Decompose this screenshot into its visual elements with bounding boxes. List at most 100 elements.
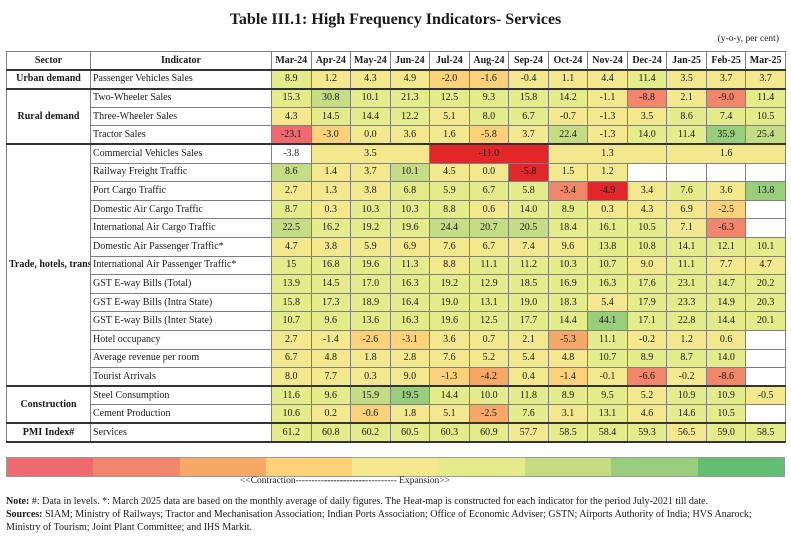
note-label: Note: [6, 496, 30, 507]
value-cell: 11.4 [626, 69, 668, 90]
indicator-cell: Cement Production [90, 404, 272, 424]
value-cell: 5.2 [626, 385, 668, 406]
value-cell: 11.1 [468, 255, 510, 276]
note-line: Note: #: Data in levels. *: March 2025 d… [6, 495, 785, 508]
value-cell [666, 162, 707, 183]
value-cell: 10.3 [547, 255, 589, 276]
value-cell: 8.7 [666, 348, 707, 369]
legend-swatch [438, 458, 525, 476]
value-cell: -6.6 [626, 367, 668, 387]
value-cell: 0.6 [468, 199, 510, 220]
value-cell: 12.2 [389, 106, 431, 127]
indicator-cell: Tractor Sales [90, 125, 272, 145]
sector-cell: Construction [6, 385, 91, 424]
sector-cell: Urban demand [6, 69, 91, 90]
value-cell: 60.3 [429, 422, 470, 443]
value-cell: 60.2 [350, 422, 391, 443]
value-cell: 2.7 [271, 329, 312, 350]
value-cell: 0.3 [587, 199, 628, 220]
value-cell [745, 367, 786, 387]
value-cell: 7.6 [508, 404, 549, 424]
table-row: Three-Wheeler Sales 4.3 14.5 14.4 12.2 5.1 8.0… [7, 106, 786, 127]
value-cell: 3.7 [350, 162, 391, 183]
value-cell: 11.8 [508, 385, 549, 406]
table-row: Tractor Sales -23.1 -3.0 0.0 3.6 1.6 -5.8 3.7 22… [7, 125, 786, 145]
value-cell: 0.3 [310, 199, 352, 220]
value-cell: 9.6 [310, 311, 352, 331]
value-cell: 0.0 [350, 125, 391, 145]
table-row: Hotel occupancy 2.7 -1.4 -2.6 -3.1 3.6 0.7 2.1-… [7, 329, 786, 350]
legend-labels: <<Contraction---------------------- ----… [6, 476, 785, 490]
value-cell: 3.6 [389, 125, 431, 145]
table-row: PMI Index# Services 61.2 60.8 60.2 60.5 60.3 60… [6, 422, 786, 443]
value-cell: 22.5 [271, 218, 312, 238]
value-cell: 10.5 [626, 218, 668, 238]
value-cell: 14.4 [705, 311, 747, 331]
value-cell: 6.7 [508, 106, 549, 127]
value-cell: 12.5 [468, 311, 510, 331]
value-cell: 13.9 [271, 274, 312, 294]
header-month: Apr-24 [310, 51, 352, 71]
indicator-cell: Services [90, 422, 272, 443]
value-cell: -6.3 [705, 218, 747, 238]
table-row: Port Cargo Traffic 2.7 1.3 3.8 6.8 5.9 6.7 5.8-… [7, 181, 786, 201]
value-cell: 20.2 [745, 274, 786, 294]
header-month: Jul-24 [429, 51, 470, 71]
value-cell: 8.0 [468, 106, 510, 127]
value-cell: 4.7 [745, 255, 786, 276]
value-cell: 0.6 [705, 329, 747, 350]
value-cell: 23.3 [666, 292, 707, 313]
value-cell: 17.1 [626, 311, 668, 331]
value-cell: 3.7 [705, 69, 747, 90]
value-cell: 16.4 [389, 292, 431, 313]
indicator-cell: Port Cargo Traffic [90, 181, 272, 201]
value-cell: 16.9 [547, 274, 589, 294]
indicator-cell: Three-Wheeler Sales [90, 106, 272, 127]
value-cell: 35.9 [705, 125, 747, 145]
header-month: May-24 [350, 51, 391, 71]
legend-swatch [611, 458, 698, 476]
table-row: International Air Passenger Traffic* 15 16… [7, 255, 786, 276]
value-cell: 7.4 [508, 236, 549, 257]
value-cell: 7.7 [705, 255, 747, 276]
value-cell: 60.8 [310, 422, 352, 443]
value-cell: 60.9 [468, 422, 510, 443]
legend-swatch [524, 458, 612, 476]
legend-swatch [265, 458, 353, 476]
sector-cell: Trade, hotels, transport, communication [6, 143, 91, 387]
value-cell: 10.7 [587, 255, 628, 276]
table-row: Trade, hotels, transport, communicationC… [6, 143, 786, 387]
value-cell: 18.5 [508, 274, 549, 294]
header-month: Mar-24 [271, 51, 312, 71]
value-cell: -0.4 [508, 69, 549, 90]
value-cell: 8.6 [271, 162, 312, 183]
value-cell: 14.5 [310, 274, 352, 294]
value-cell: 14.7 [705, 274, 747, 294]
value-cell [745, 199, 786, 220]
value-cell: -1.4 [547, 367, 589, 387]
indicator-cell: Steel Consumption [90, 385, 272, 406]
table-row: Cement Production 10.6 0.2 -0.6 1.8 5.1 -2.5 7.… [7, 404, 786, 424]
indicator-cell: Average revenue per room [90, 348, 272, 369]
value-cell: -9.0 [705, 87, 747, 108]
value-cell: 20.3 [745, 292, 786, 313]
header-month: Jun-24 [389, 51, 431, 71]
table-row: Construction Steel Consumption 11.6 9.6 15.9… [6, 385, 786, 424]
value-cell: 8.8 [429, 199, 470, 220]
value-cell: 3.1 [547, 404, 589, 424]
value-cell: 2.7 [271, 181, 312, 201]
value-cell: -2.6 [350, 329, 391, 350]
value-cell: 4.3 [271, 106, 312, 127]
value-cell [745, 348, 786, 369]
value-cell: 1.6 [429, 125, 470, 145]
value-cell: 1.2 [666, 329, 707, 350]
sector-cell: PMI Index# [6, 422, 91, 443]
value-cell: 1.8 [389, 404, 431, 424]
value-cell [626, 162, 668, 183]
value-cell: 7.6 [429, 348, 470, 369]
indicator-cell: Domestic Air Passenger Traffic* [90, 236, 272, 257]
value-cell: 0.2 [310, 404, 352, 424]
heatmap-legend [6, 457, 785, 477]
value-cell: 8.9 [626, 348, 668, 369]
value-cell: -1.3 [587, 106, 628, 127]
